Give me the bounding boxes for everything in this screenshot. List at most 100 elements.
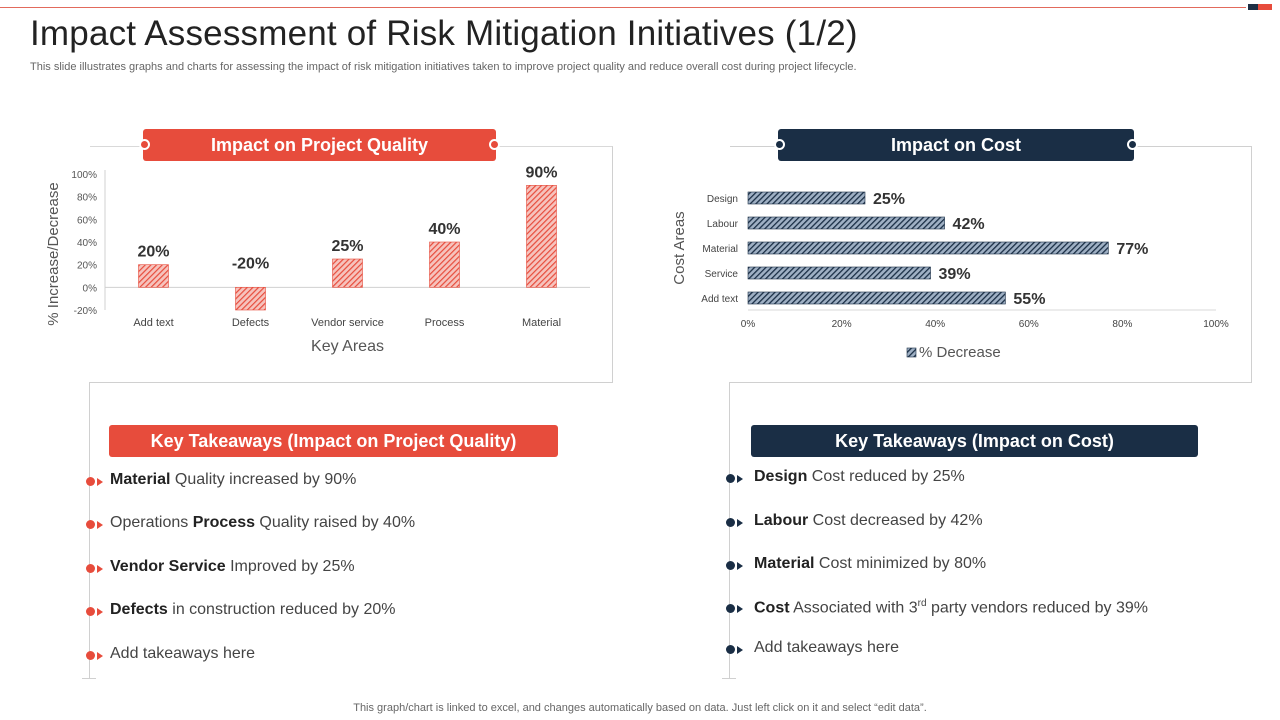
x-tick-label: Vendor service [311, 317, 384, 329]
takeaway-keyword: Labour [754, 512, 809, 529]
takeaway-keyword: Material [754, 555, 815, 572]
takeaway-prefix: Operations [110, 514, 193, 531]
bar [747, 291, 1006, 305]
bar [429, 241, 460, 288]
y-tick-label: 0% [83, 283, 98, 294]
header-dot-right [1127, 139, 1138, 150]
x-tick-label: 100% [1203, 319, 1229, 330]
y-tick-label: Material [702, 244, 738, 255]
data-label: 42% [953, 216, 985, 233]
takeaway-text: Quality increased by 90% [170, 471, 357, 488]
bullet-arrow-icon [86, 607, 106, 617]
data-label: 39% [939, 266, 971, 283]
quality-takeaways-title: Key Takeaways (Impact on Project Quality… [150, 430, 517, 451]
takeaway-text: Cost reduced by 25% [807, 468, 965, 485]
cost-panel-header: Impact on Cost [774, 129, 1138, 161]
takeaway-text: in construction reduced by 20% [167, 601, 396, 618]
bullet-arrow-icon [86, 477, 106, 487]
cost-rule-foot [722, 678, 736, 679]
y-axis-title: % Increase/Decrease [45, 182, 62, 325]
bullet-arrow-icon [86, 564, 106, 574]
x-tick-label: 80% [1112, 319, 1132, 330]
data-label: 25% [331, 238, 363, 255]
data-label: 90% [525, 164, 557, 181]
bullet-arrow-icon [726, 604, 746, 614]
data-label: 25% [873, 191, 905, 208]
takeaway-keyword: Defects [110, 601, 168, 618]
legend-label: % Decrease [919, 344, 1001, 361]
corner-mark-navy [1248, 4, 1258, 10]
takeaway-text: Quality raised by 40% [254, 514, 416, 531]
y-tick-label: Labour [707, 219, 739, 230]
bullet-arrow-icon [726, 474, 746, 484]
cost-panel-title: Impact on Cost [890, 134, 1021, 155]
header-dot-right [489, 139, 500, 150]
bullet-arrow-icon [726, 518, 746, 528]
takeaway-keyword: Design [754, 468, 808, 485]
corner-mark-red [1258, 4, 1272, 10]
x-tick-label: Process [425, 317, 465, 329]
y-axis-title: Cost Areas [671, 211, 688, 284]
quality-rule-foot [82, 678, 96, 679]
cost-takeaways-title: Key Takeaways (Impact on Cost) [835, 430, 1114, 451]
takeaway-keyword: Vendor Service [110, 558, 226, 575]
footer-note: This graph/chart is linked to excel, and… [353, 702, 927, 714]
quality-bar-chart[interactable]: 100% 80% 60% 40% 20% 0% -20% 20% Add text -20% Def… [40, 160, 610, 360]
takeaway-keyword: Material [110, 471, 171, 488]
top-rule [0, 7, 1246, 8]
cost-takeaways-rule [729, 382, 730, 678]
takeaway-keyword: Process [192, 514, 255, 531]
x-tick-label: 40% [925, 319, 945, 330]
takeaway-text: Add takeaways here [110, 645, 255, 662]
y-tick-label: Design [707, 194, 738, 205]
x-tick-label: Defects [232, 317, 270, 329]
data-label: 40% [428, 221, 460, 238]
data-label: 20% [137, 244, 169, 261]
page-title: Impact Assessment of Risk Mitigation Ini… [30, 14, 858, 53]
y-tick-label: 100% [71, 170, 97, 181]
bar [747, 216, 945, 230]
bar [526, 185, 557, 288]
x-tick-label: 0% [741, 319, 756, 330]
y-tick-label: 60% [77, 215, 97, 226]
x-tick-label: 20% [832, 319, 852, 330]
y-tick-label: 40% [77, 238, 97, 249]
y-tick-label: 80% [77, 193, 97, 204]
data-label: -20% [232, 255, 269, 272]
bullet-arrow-icon [86, 651, 106, 661]
takeaway-text: Cost minimized by 80% [814, 555, 987, 572]
bullet-arrow-icon [726, 561, 746, 571]
quality-takeaways-rule [89, 382, 90, 678]
takeaway-keyword: Cost [754, 599, 790, 617]
takeaway-text-end: party vendors reduced by 39% [926, 599, 1149, 617]
y-tick-label: Service [705, 269, 739, 280]
data-label: 77% [1116, 241, 1148, 258]
bar [747, 266, 931, 280]
takeaway-text: Add takeaways here [754, 639, 899, 656]
bar [747, 241, 1109, 255]
y-tick-label: -20% [74, 306, 97, 317]
bullet-arrow-icon [86, 520, 106, 530]
takeaway-text: Associated with 3 [789, 599, 918, 617]
quality-takeaways-header: Key Takeaways (Impact on Project Quality… [109, 425, 558, 457]
header-dot-left [139, 139, 150, 150]
data-label: 55% [1013, 291, 1045, 308]
x-tick-label: Add text [133, 317, 173, 329]
takeaway-text: Improved by 25% [225, 558, 355, 575]
x-axis-title: Key Areas [311, 338, 384, 355]
x-tick-label: 60% [1019, 319, 1039, 330]
legend-swatch [906, 347, 917, 358]
takeaway-text: Cost decreased by 42% [808, 512, 983, 529]
bullet-arrow-icon [726, 645, 746, 655]
takeaway-superscript: rd [917, 598, 927, 609]
quality-panel-title: Impact on Project Quality [210, 134, 429, 155]
header-dot-left [774, 139, 785, 150]
y-tick-label: 20% [77, 261, 97, 272]
page-subtitle: This slide illustrates graphs and charts… [30, 61, 857, 73]
bar [138, 264, 169, 288]
cost-bar-chart[interactable]: Design 25% Labour 42% Material 77% Service 39% A… [660, 180, 1250, 370]
cost-takeaways-header: Key Takeaways (Impact on Cost) [751, 425, 1198, 457]
bar [747, 191, 866, 205]
quality-panel-header: Impact on Project Quality [139, 129, 500, 161]
x-tick-label: Material [522, 317, 561, 329]
